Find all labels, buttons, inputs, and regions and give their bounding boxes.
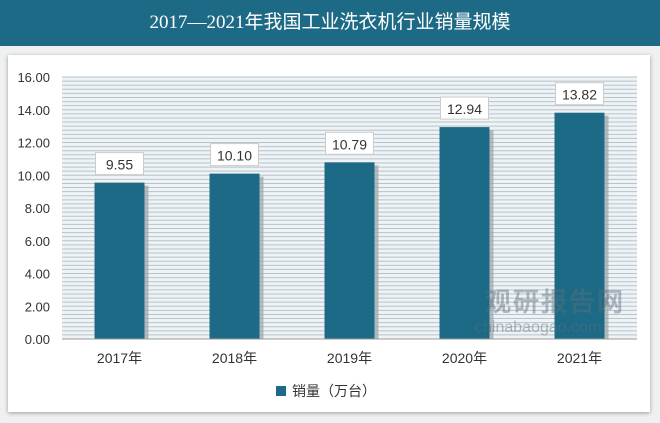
data-label: 10.79 — [332, 136, 367, 152]
data-label-box — [555, 82, 604, 106]
y-tick-label: 12.00 — [17, 136, 50, 151]
data-label-box — [210, 143, 259, 167]
data-label-box — [95, 152, 144, 176]
watermark-url: chinabaogao.com — [475, 319, 602, 336]
legend-label: 销量（万台） — [292, 383, 376, 399]
bar — [554, 112, 605, 339]
y-tick-label: 2.00 — [25, 299, 50, 314]
watermark-name: 观研报告网 — [485, 287, 626, 317]
data-label: 10.10 — [217, 148, 252, 164]
y-tick-label: 16.00 — [17, 70, 50, 85]
bar — [209, 173, 260, 339]
x-tick-label: 2019年 — [327, 350, 372, 366]
bar — [324, 162, 375, 339]
y-tick-label: 4.00 — [25, 267, 50, 282]
x-tick-label: 2018年 — [212, 350, 257, 366]
data-label: 12.94 — [447, 101, 482, 117]
y-tick-label: 8.00 — [25, 201, 50, 216]
chart-title: 2017—2021年我国工业洗衣机行业销量规模 — [0, 0, 660, 46]
data-label-box — [440, 96, 489, 120]
y-tick-label: 0.00 — [25, 332, 50, 347]
data-label: 9.55 — [106, 157, 133, 173]
y-tick-label: 6.00 — [25, 234, 50, 249]
x-tick-label: 2017年 — [97, 350, 142, 366]
y-tick-label: 14.00 — [17, 103, 50, 118]
x-tick-label: 2020年 — [442, 350, 487, 366]
watermark: 观研报告网 chinabaogao.com — [445, 282, 625, 337]
y-tick-label: 10.00 — [17, 168, 50, 183]
data-label-box — [325, 131, 374, 155]
bar — [94, 182, 145, 339]
x-tick-label: 2021年 — [557, 350, 602, 366]
data-label: 13.82 — [562, 87, 597, 103]
bar — [439, 127, 490, 339]
legend-swatch — [276, 386, 286, 396]
